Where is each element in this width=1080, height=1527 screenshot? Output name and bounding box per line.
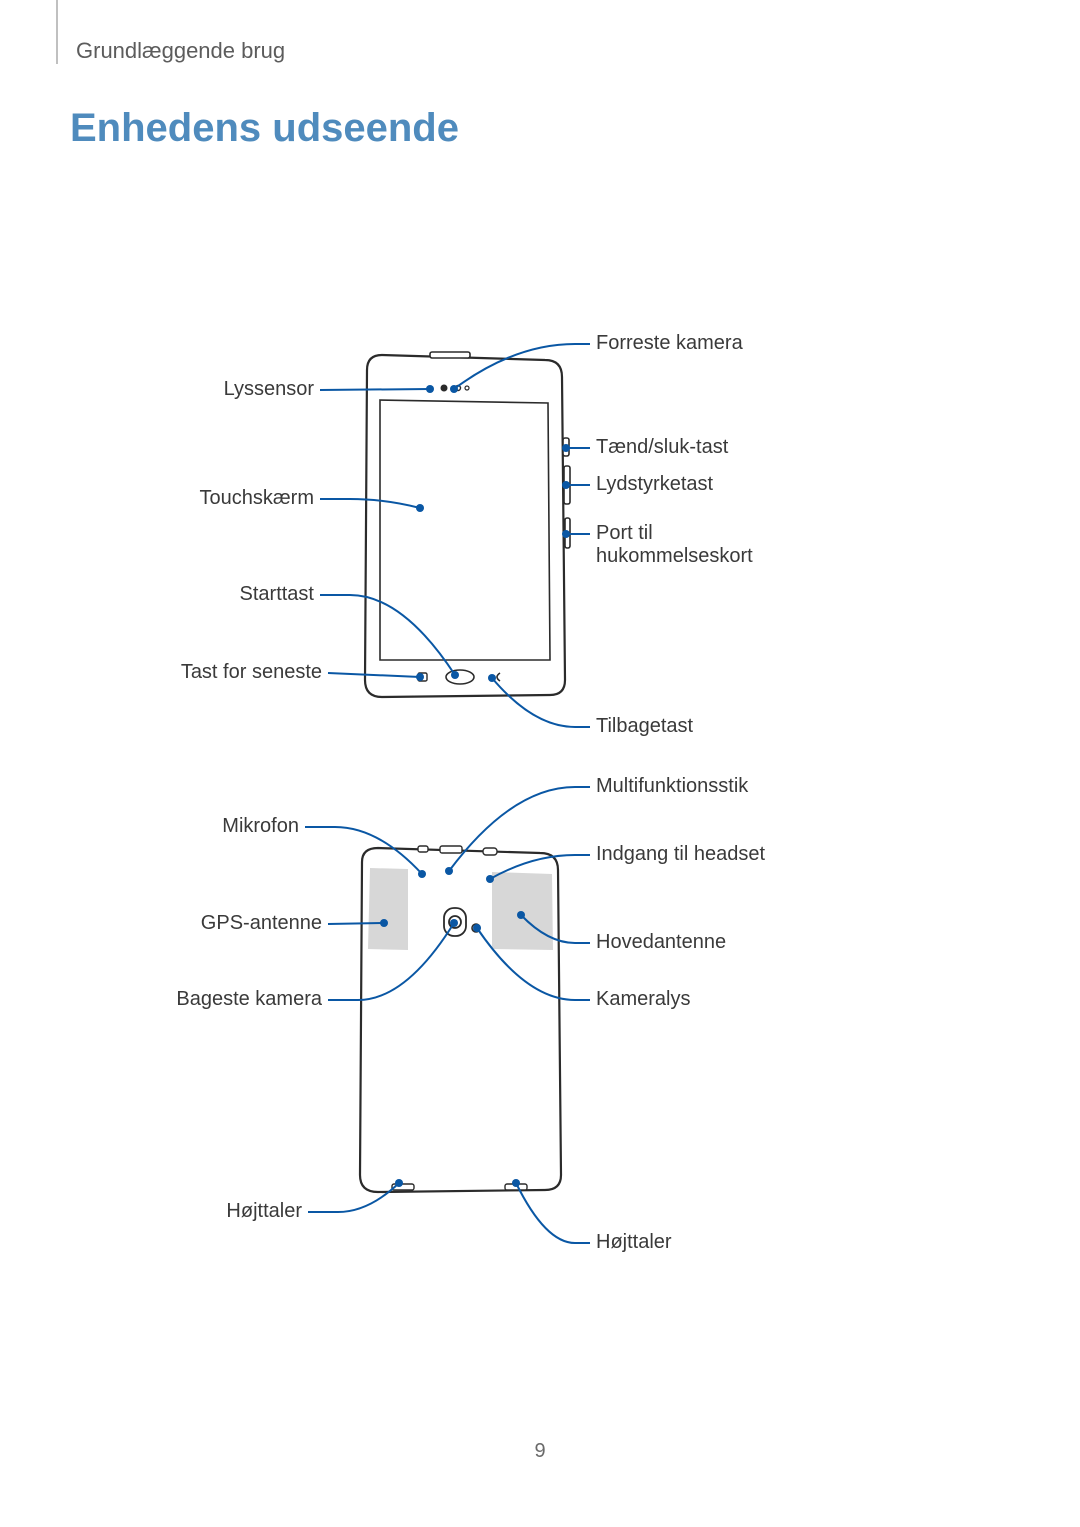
callout-label-kameralys: Kameralys (596, 988, 690, 1011)
callout-label-lyd: Lydstyrketast (596, 473, 713, 496)
callout-label-hojtR: Højttaler (596, 1231, 672, 1254)
callout-label-bageste: Bageste kamera (176, 988, 322, 1011)
callout-label-touch: Touchskærm (200, 487, 314, 510)
callout-label-hoved: Hovedantenne (596, 931, 726, 954)
manual-page: Grundlæggende brug Enhedens udseende (0, 0, 1080, 1527)
device-diagram: Lyssensor Touchskærm Starttast Tast for sen… (0, 160, 1080, 1260)
callout-label-taend: Tænd/sluk-tast (596, 436, 728, 459)
callout-label-lyssensor: Lyssensor (224, 378, 314, 401)
callout-label-forreste: Forreste kamera (596, 332, 743, 355)
side-rule (56, 0, 58, 64)
section-header: Grundlæggende brug (76, 38, 285, 64)
callout-label-gps: GPS-antenne (201, 912, 322, 935)
callout-label-headset: Indgang til headset (596, 843, 765, 866)
callout-label-start: Starttast (240, 583, 314, 606)
callout-label-multi: Multifunktionsstik (596, 775, 748, 798)
page-title: Enhedens udseende (70, 106, 459, 151)
page-number: 9 (0, 1440, 1080, 1463)
callout-label-port: Port tilhukommelseskort (596, 522, 753, 568)
callout-label-hojtL: Højttaler (226, 1200, 302, 1223)
callout-label-tilbage: Tilbagetast (596, 715, 693, 738)
callout-label-mikrofon: Mikrofon (222, 815, 299, 838)
diagram-svg (0, 160, 1080, 1260)
callout-label-seneste: Tast for seneste (181, 661, 322, 684)
